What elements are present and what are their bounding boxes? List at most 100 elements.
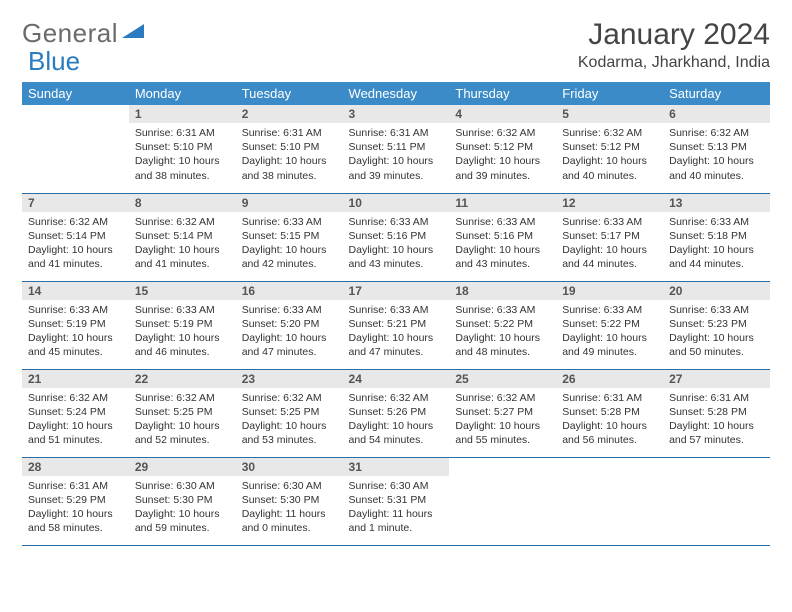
day-number: 7 xyxy=(22,194,129,212)
day-details: Sunrise: 6:32 AMSunset: 5:26 PMDaylight:… xyxy=(343,388,450,452)
calendar-cell: 20Sunrise: 6:33 AMSunset: 5:23 PMDayligh… xyxy=(663,281,770,369)
calendar-cell xyxy=(663,457,770,545)
day-number: 16 xyxy=(236,282,343,300)
calendar-row: 7Sunrise: 6:32 AMSunset: 5:14 PMDaylight… xyxy=(22,193,770,281)
weekday-header: Monday xyxy=(129,82,236,105)
calendar-cell: 2Sunrise: 6:31 AMSunset: 5:10 PMDaylight… xyxy=(236,105,343,193)
day-details: Sunrise: 6:33 AMSunset: 5:22 PMDaylight:… xyxy=(556,300,663,364)
calendar-row: 14Sunrise: 6:33 AMSunset: 5:19 PMDayligh… xyxy=(22,281,770,369)
day-details: Sunrise: 6:33 AMSunset: 5:19 PMDaylight:… xyxy=(129,300,236,364)
day-details: Sunrise: 6:33 AMSunset: 5:22 PMDaylight:… xyxy=(449,300,556,364)
calendar-table: SundayMondayTuesdayWednesdayThursdayFrid… xyxy=(22,82,770,546)
calendar-cell: 16Sunrise: 6:33 AMSunset: 5:20 PMDayligh… xyxy=(236,281,343,369)
weekday-header: Saturday xyxy=(663,82,770,105)
calendar-cell: 21Sunrise: 6:32 AMSunset: 5:24 PMDayligh… xyxy=(22,369,129,457)
weekday-header: Sunday xyxy=(22,82,129,105)
day-details: Sunrise: 6:33 AMSunset: 5:17 PMDaylight:… xyxy=(556,212,663,276)
calendar-cell: 11Sunrise: 6:33 AMSunset: 5:16 PMDayligh… xyxy=(449,193,556,281)
calendar-header-row: SundayMondayTuesdayWednesdayThursdayFrid… xyxy=(22,82,770,105)
day-number: 10 xyxy=(343,194,450,212)
day-number: 1 xyxy=(129,105,236,123)
day-details: Sunrise: 6:32 AMSunset: 5:14 PMDaylight:… xyxy=(129,212,236,276)
calendar-cell: 25Sunrise: 6:32 AMSunset: 5:27 PMDayligh… xyxy=(449,369,556,457)
day-number: 31 xyxy=(343,458,450,476)
calendar-cell: 15Sunrise: 6:33 AMSunset: 5:19 PMDayligh… xyxy=(129,281,236,369)
calendar-cell: 24Sunrise: 6:32 AMSunset: 5:26 PMDayligh… xyxy=(343,369,450,457)
day-details: Sunrise: 6:32 AMSunset: 5:25 PMDaylight:… xyxy=(129,388,236,452)
day-number: 4 xyxy=(449,105,556,123)
day-details: Sunrise: 6:33 AMSunset: 5:21 PMDaylight:… xyxy=(343,300,450,364)
day-details: Sunrise: 6:33 AMSunset: 5:20 PMDaylight:… xyxy=(236,300,343,364)
day-number: 26 xyxy=(556,370,663,388)
weekday-header: Thursday xyxy=(449,82,556,105)
calendar-cell: 13Sunrise: 6:33 AMSunset: 5:18 PMDayligh… xyxy=(663,193,770,281)
calendar-cell: 7Sunrise: 6:32 AMSunset: 5:14 PMDaylight… xyxy=(22,193,129,281)
day-number: 6 xyxy=(663,105,770,123)
calendar-cell xyxy=(449,457,556,545)
calendar-cell: 19Sunrise: 6:33 AMSunset: 5:22 PMDayligh… xyxy=(556,281,663,369)
day-number: 21 xyxy=(22,370,129,388)
day-details: Sunrise: 6:33 AMSunset: 5:23 PMDaylight:… xyxy=(663,300,770,364)
calendar-body: 1Sunrise: 6:31 AMSunset: 5:10 PMDaylight… xyxy=(22,105,770,545)
day-number: 3 xyxy=(343,105,450,123)
calendar-cell: 28Sunrise: 6:31 AMSunset: 5:29 PMDayligh… xyxy=(22,457,129,545)
day-number: 13 xyxy=(663,194,770,212)
header: General January 2024 Kodarma, Jharkhand,… xyxy=(22,18,770,72)
weekday-header: Tuesday xyxy=(236,82,343,105)
month-title: January 2024 xyxy=(578,18,770,52)
calendar-cell: 4Sunrise: 6:32 AMSunset: 5:12 PMDaylight… xyxy=(449,105,556,193)
day-number: 29 xyxy=(129,458,236,476)
calendar-cell: 1Sunrise: 6:31 AMSunset: 5:10 PMDaylight… xyxy=(129,105,236,193)
calendar-cell: 10Sunrise: 6:33 AMSunset: 5:16 PMDayligh… xyxy=(343,193,450,281)
day-details: Sunrise: 6:33 AMSunset: 5:16 PMDaylight:… xyxy=(449,212,556,276)
day-number: 22 xyxy=(129,370,236,388)
day-number: 5 xyxy=(556,105,663,123)
calendar-cell xyxy=(22,105,129,193)
title-block: January 2024 Kodarma, Jharkhand, India xyxy=(578,18,770,72)
day-number: 17 xyxy=(343,282,450,300)
calendar-cell: 22Sunrise: 6:32 AMSunset: 5:25 PMDayligh… xyxy=(129,369,236,457)
day-details: Sunrise: 6:31 AMSunset: 5:11 PMDaylight:… xyxy=(343,123,450,187)
calendar-cell xyxy=(556,457,663,545)
day-details: Sunrise: 6:32 AMSunset: 5:27 PMDaylight:… xyxy=(449,388,556,452)
day-details: Sunrise: 6:32 AMSunset: 5:25 PMDaylight:… xyxy=(236,388,343,452)
day-details: Sunrise: 6:33 AMSunset: 5:16 PMDaylight:… xyxy=(343,212,450,276)
day-details: Sunrise: 6:31 AMSunset: 5:28 PMDaylight:… xyxy=(556,388,663,452)
day-details: Sunrise: 6:31 AMSunset: 5:10 PMDaylight:… xyxy=(236,123,343,187)
day-details: Sunrise: 6:31 AMSunset: 5:28 PMDaylight:… xyxy=(663,388,770,452)
calendar-row: 28Sunrise: 6:31 AMSunset: 5:29 PMDayligh… xyxy=(22,457,770,545)
day-number: 2 xyxy=(236,105,343,123)
calendar-row: 21Sunrise: 6:32 AMSunset: 5:24 PMDayligh… xyxy=(22,369,770,457)
day-details: Sunrise: 6:30 AMSunset: 5:31 PMDaylight:… xyxy=(343,476,450,540)
day-number: 12 xyxy=(556,194,663,212)
day-details: Sunrise: 6:32 AMSunset: 5:12 PMDaylight:… xyxy=(449,123,556,187)
day-number: 14 xyxy=(22,282,129,300)
calendar-cell: 18Sunrise: 6:33 AMSunset: 5:22 PMDayligh… xyxy=(449,281,556,369)
day-details: Sunrise: 6:32 AMSunset: 5:12 PMDaylight:… xyxy=(556,123,663,187)
day-number: 28 xyxy=(22,458,129,476)
day-number: 24 xyxy=(343,370,450,388)
day-number: 23 xyxy=(236,370,343,388)
calendar-cell: 23Sunrise: 6:32 AMSunset: 5:25 PMDayligh… xyxy=(236,369,343,457)
day-number: 25 xyxy=(449,370,556,388)
logo-triangle-icon xyxy=(122,22,144,45)
day-number: 27 xyxy=(663,370,770,388)
calendar-cell: 17Sunrise: 6:33 AMSunset: 5:21 PMDayligh… xyxy=(343,281,450,369)
calendar-cell: 12Sunrise: 6:33 AMSunset: 5:17 PMDayligh… xyxy=(556,193,663,281)
day-number: 18 xyxy=(449,282,556,300)
day-number: 11 xyxy=(449,194,556,212)
calendar-cell: 27Sunrise: 6:31 AMSunset: 5:28 PMDayligh… xyxy=(663,369,770,457)
calendar-cell: 31Sunrise: 6:30 AMSunset: 5:31 PMDayligh… xyxy=(343,457,450,545)
day-details: Sunrise: 6:31 AMSunset: 5:29 PMDaylight:… xyxy=(22,476,129,540)
day-number: 20 xyxy=(663,282,770,300)
logo-word2: Blue xyxy=(28,46,80,77)
day-details: Sunrise: 6:33 AMSunset: 5:18 PMDaylight:… xyxy=(663,212,770,276)
day-number: 9 xyxy=(236,194,343,212)
day-details: Sunrise: 6:32 AMSunset: 5:24 PMDaylight:… xyxy=(22,388,129,452)
logo: General xyxy=(22,18,146,49)
calendar-cell: 9Sunrise: 6:33 AMSunset: 5:15 PMDaylight… xyxy=(236,193,343,281)
location: Kodarma, Jharkhand, India xyxy=(578,54,770,72)
calendar-cell: 8Sunrise: 6:32 AMSunset: 5:14 PMDaylight… xyxy=(129,193,236,281)
calendar-cell: 6Sunrise: 6:32 AMSunset: 5:13 PMDaylight… xyxy=(663,105,770,193)
calendar-cell: 5Sunrise: 6:32 AMSunset: 5:12 PMDaylight… xyxy=(556,105,663,193)
